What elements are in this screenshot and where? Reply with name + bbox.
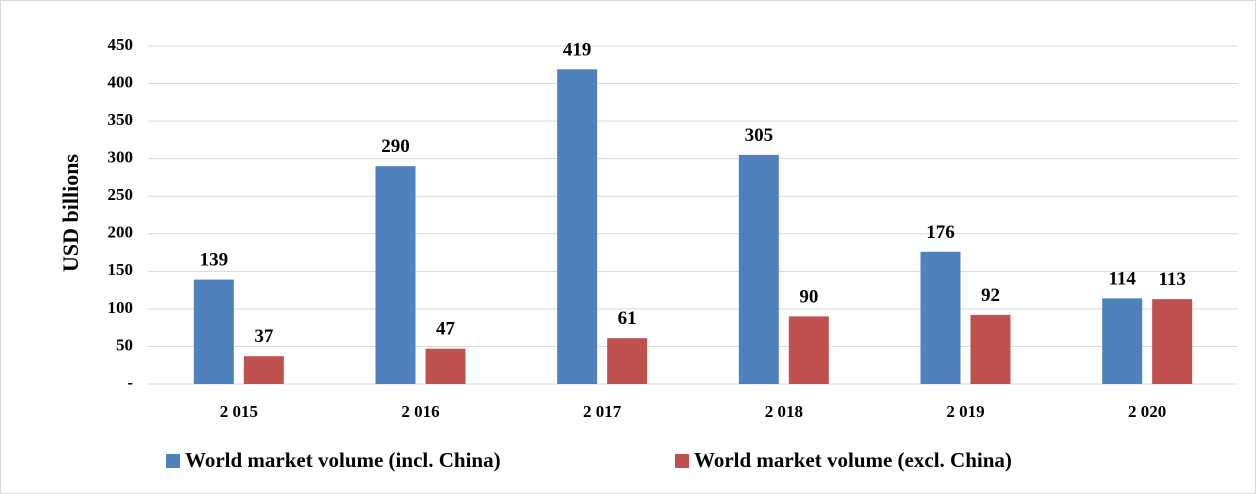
bar-incl-china-3	[738, 154, 779, 384]
bar-excl-china-3	[788, 316, 829, 384]
y-tick-label: -	[127, 373, 133, 392]
x-tick-label: 2 019	[946, 402, 984, 421]
data-label: 305	[745, 125, 774, 146]
bar-excl-china-4	[970, 314, 1011, 384]
y-axis-ticks: - 50 100 150 200 250 300 350 400 450	[108, 35, 134, 392]
y-tick-label: 250	[108, 185, 134, 204]
legend: World market volume (incl. China) World m…	[166, 448, 1012, 472]
bars	[193, 69, 1193, 384]
data-label: 113	[1158, 269, 1185, 290]
legend-swatch	[675, 454, 689, 468]
bar-excl-china-0	[243, 356, 284, 384]
legend-label: World market volume (excl. China)	[694, 448, 1012, 472]
x-tick-label: 2 018	[765, 402, 803, 421]
legend-label: World market volume (incl. China)	[185, 448, 501, 472]
y-tick-label: 150	[108, 260, 134, 279]
y-tick-label: 400	[108, 72, 134, 91]
bar-incl-china-1	[375, 166, 416, 384]
x-tick-label: 2 017	[583, 402, 622, 421]
data-label: 176	[926, 222, 955, 243]
bar-excl-china-5	[1152, 299, 1193, 384]
data-label: 92	[981, 285, 1000, 306]
bar-excl-china-2	[607, 338, 648, 384]
y-tick-label: 200	[108, 223, 134, 242]
y-tick-label: 50	[116, 335, 133, 354]
data-label: 47	[436, 319, 456, 340]
y-tick-label: 300	[108, 148, 134, 167]
data-label: 139	[200, 250, 229, 271]
data-labels: 139 37 290 47 419 61 305 90 176 92 114 113	[200, 39, 1186, 347]
x-axis-ticks: 2 015 2 016 2 017 2 018 2 019 2 020	[220, 402, 1167, 421]
x-tick-label: 2 016	[401, 402, 439, 421]
data-label: 90	[799, 286, 818, 307]
gridlines	[148, 45, 1238, 385]
y-tick-label: 450	[108, 35, 134, 54]
legend-swatch	[166, 454, 180, 468]
bar-incl-china-2	[557, 69, 598, 384]
data-label: 419	[563, 39, 592, 60]
data-label: 290	[381, 136, 410, 157]
bar-incl-china-5	[1102, 298, 1143, 384]
bar-incl-china-4	[920, 251, 961, 384]
y-axis-title: USD billions	[58, 154, 83, 272]
data-label: 61	[618, 308, 637, 329]
y-tick-label: 350	[108, 110, 134, 129]
data-label: 114	[1108, 268, 1136, 289]
bar-excl-china-1	[425, 348, 466, 384]
data-label: 37	[254, 326, 274, 347]
y-tick-label: 100	[108, 298, 134, 317]
x-tick-label: 2 015	[220, 402, 258, 421]
x-tick-label: 2 020	[1128, 402, 1166, 421]
bar-incl-china-0	[193, 279, 234, 384]
